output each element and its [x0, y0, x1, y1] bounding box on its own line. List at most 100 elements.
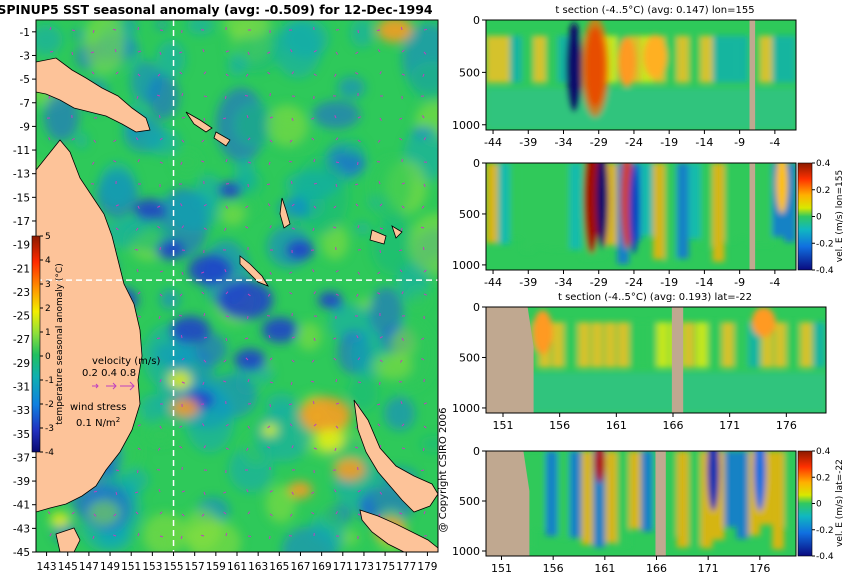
velocity-arrow: [377, 30, 380, 31]
map-x-tick-label: 163: [248, 561, 268, 573]
section-x-tick-label: -9: [734, 276, 745, 289]
anomaly-patch: [297, 322, 321, 351]
section-x-tick-label: -39: [519, 136, 537, 149]
section-streak: [534, 163, 546, 247]
warm-anomaly: [168, 370, 192, 389]
map-y-tick-label: -37: [13, 452, 30, 464]
velocity-arrow: [50, 51, 53, 52]
velocity-colorbar-lat-label: vel. E (m/s) lat=-22: [835, 459, 845, 547]
section-streak: [569, 451, 581, 538]
map-x-tick-label: 157: [185, 561, 205, 573]
section-x-tick-label: -34: [555, 276, 573, 289]
warm-anomaly: [334, 459, 366, 481]
map-x-tick-label: 145: [58, 561, 78, 573]
map-y-tick-label: -45: [13, 547, 30, 559]
velocity-arrow: [226, 316, 229, 317]
velocity-arrow: [137, 470, 138, 473]
anomaly-patch: [267, 105, 307, 146]
section-streak: [713, 163, 725, 262]
section-streak: [701, 36, 713, 83]
velocity-arrow: [135, 249, 138, 250]
land-mask: [655, 451, 665, 556]
section-streak: [486, 163, 498, 243]
map-y-tick-label: -19: [13, 240, 30, 252]
velocity-colorbar-tick-label: -0.2: [816, 239, 834, 249]
warm-anomaly: [316, 429, 344, 451]
section-streak: [641, 451, 653, 532]
anomaly-patch: [99, 162, 136, 207]
section-streak: [498, 163, 510, 244]
section-streak: [760, 36, 772, 83]
section-x-tick-label: 166: [663, 419, 684, 432]
section-x-tick-label: -14: [695, 276, 713, 289]
section-y-tick-label: 1000: [452, 545, 480, 558]
section-streak: [643, 322, 655, 367]
westward-jet: [629, 164, 639, 254]
sst-map-panel: SPINUP5 SST seasonal anomaly (avg: -0.50…: [0, 2, 464, 574]
temperature-colorbar-label: temperature seasonal anomaly (°C): [55, 263, 65, 424]
section-x-tick-label: 161: [594, 562, 615, 575]
velocity-legend-values: 0.2 0.4 0.8: [82, 368, 136, 379]
warm-anomaly: [377, 17, 413, 42]
section-y-tick-label: 500: [459, 208, 480, 221]
section-streak: [510, 163, 522, 238]
temperature-colorbar-tick-label: 2: [45, 304, 51, 314]
section-streak: [772, 451, 784, 550]
section-streak: [534, 451, 546, 529]
wind-stress-legend-value: 0.1 N/m2: [76, 416, 120, 429]
velocity-arrow: [336, 379, 337, 382]
anomaly-patch: [72, 30, 85, 40]
section-streak: [604, 322, 616, 367]
anomaly-patch: [370, 157, 412, 215]
section-x-tick-label: 176: [776, 419, 797, 432]
velocity-arrow: [204, 337, 207, 338]
cold-anomaly: [318, 292, 342, 309]
section-y-tick-label: 500: [459, 495, 480, 508]
anomaly-patch: [173, 150, 200, 174]
section-streak: [546, 451, 558, 536]
map-x-tick-label: 151: [121, 561, 141, 573]
temperature-colorbar-tick-label: -4: [45, 448, 54, 458]
velocity-arrow: [247, 316, 248, 319]
section-x-tick-label: -29: [590, 136, 608, 149]
section-streak: [724, 451, 736, 527]
section-streak: [558, 163, 570, 249]
velocity-colorbar-tick-label: -0.2: [816, 526, 834, 536]
velocity-arrow: [421, 470, 424, 471]
map-y-tick-label: -17: [13, 216, 30, 228]
warm-anomaly: [288, 482, 312, 499]
map-x-tick-label: 165: [269, 561, 289, 573]
anomaly-patch: [373, 353, 412, 379]
temperature-colorbar-tick-label: 3: [45, 280, 51, 290]
section-streak: [787, 322, 799, 367]
section-y-tick-label: 0: [473, 14, 480, 27]
map-x-tick-label: 179: [417, 561, 437, 573]
section-streak: [736, 36, 748, 83]
anomaly-patch: [347, 376, 378, 412]
warm-anomaly: [50, 512, 70, 528]
velocity-colorbar-lat: [798, 451, 812, 556]
anomaly-patch: [338, 77, 366, 99]
map-y-tick-label: -11: [13, 145, 30, 157]
map-x-tick-label: 149: [100, 561, 120, 573]
section-streak: [558, 451, 570, 538]
section-streak: [689, 163, 701, 239]
section-y-tick-label: 1000: [452, 119, 480, 132]
warm-core: [618, 37, 636, 87]
section-x-tick-label: 171: [698, 562, 719, 575]
section-streak: [630, 322, 642, 367]
velocity-legend-title: velocity (m/s): [92, 356, 160, 367]
section-x-tick-label: 156: [543, 562, 564, 575]
anomaly-patch: [29, 25, 62, 55]
section-streak: [617, 322, 629, 367]
continental-shelf-land: [486, 307, 534, 413]
wind-stress-legend-title: wind stress: [70, 402, 126, 413]
anomaly-patch: [84, 12, 125, 74]
velocity-arrow: [204, 96, 207, 97]
section-streak: [709, 322, 721, 367]
westward-jet: [707, 431, 719, 511]
section-y-tick-label: 500: [459, 351, 480, 364]
